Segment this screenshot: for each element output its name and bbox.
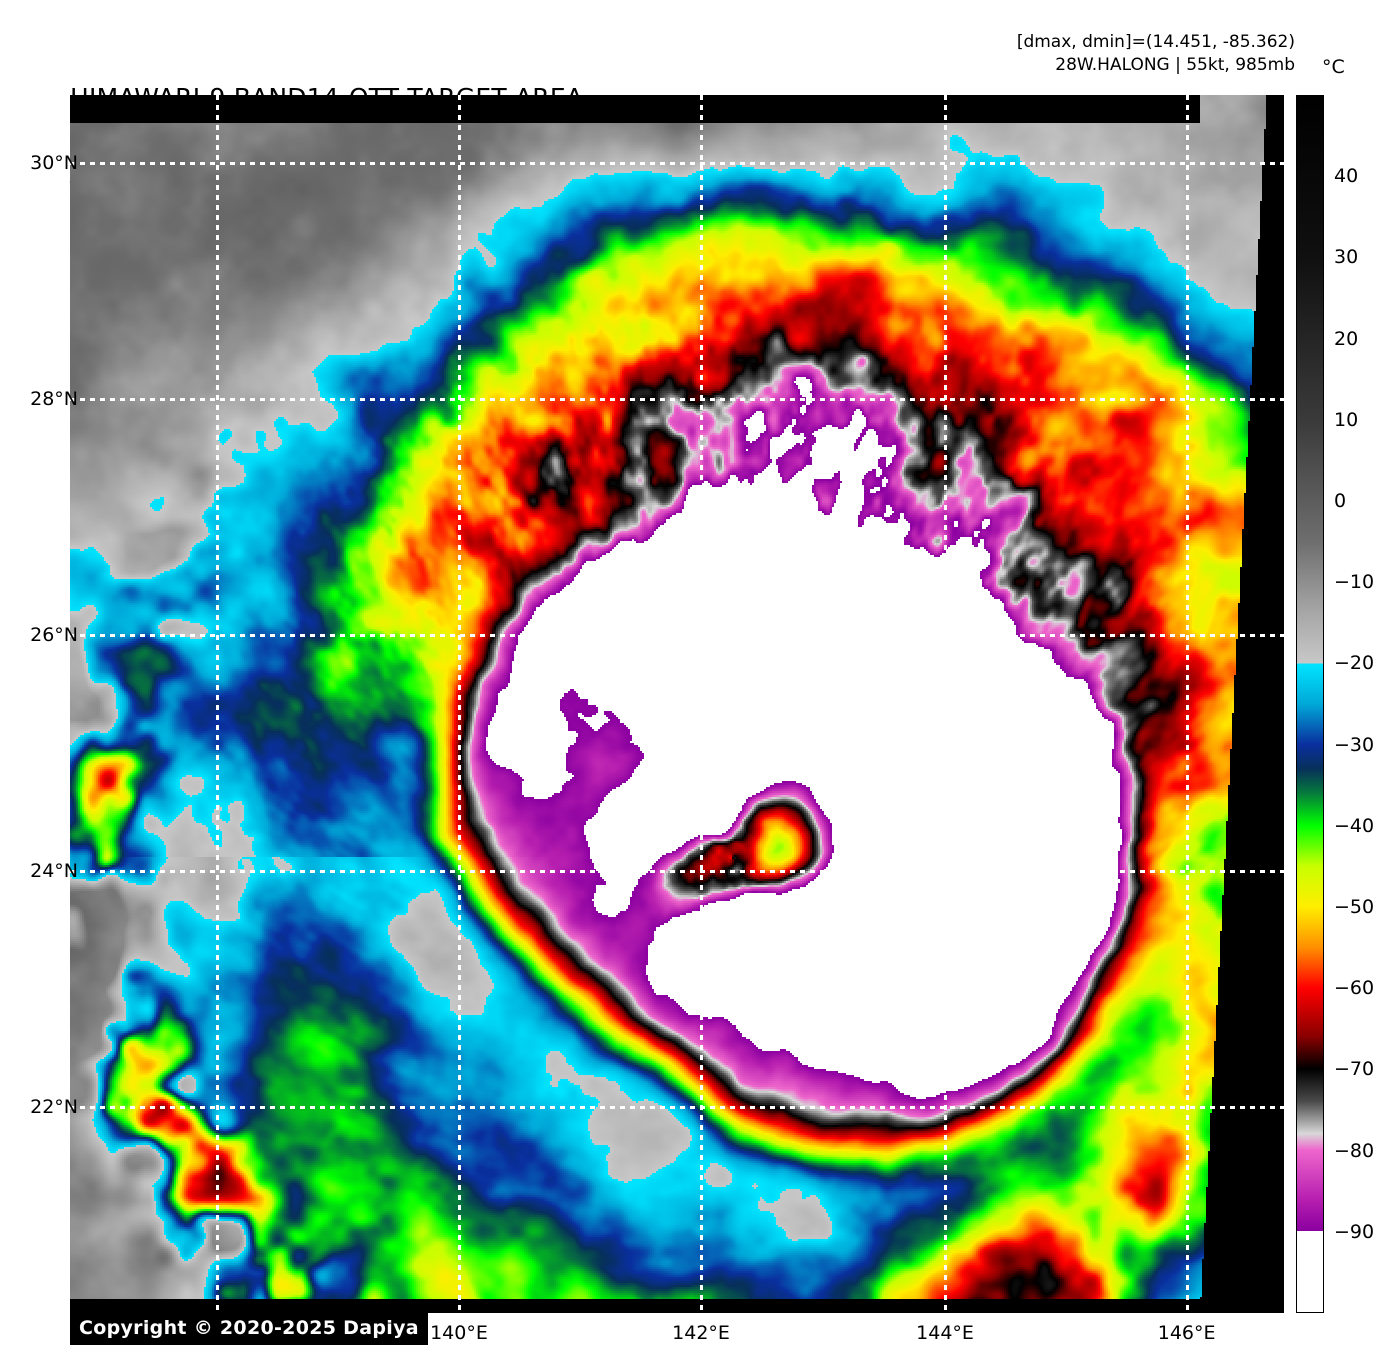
colorbar[interactable] bbox=[1296, 95, 1324, 1313]
x-axis-tick-146: 146°E bbox=[1157, 1322, 1216, 1344]
colorbar-tick--50: −50 bbox=[1334, 896, 1375, 918]
colorbar-tick--10: −10 bbox=[1334, 571, 1375, 594]
y-axis-tick-30: 30°N bbox=[30, 151, 78, 174]
colorbar-tick--70: −70 bbox=[1334, 1058, 1375, 1081]
colorbar-tick-0: 0 bbox=[1334, 490, 1347, 512]
colorbar-tick-20: 20 bbox=[1334, 327, 1359, 350]
storm-intensity-readout: 28W.HALONG | 55kt, 985mb bbox=[1055, 55, 1295, 75]
colorbar-tick--90: −90 bbox=[1334, 1220, 1375, 1243]
colorbar-tick--40: −40 bbox=[1334, 814, 1375, 837]
copyright-badge: Copyright © 2020-2025 Dapiya bbox=[70, 1312, 428, 1345]
y-axis-tick-26: 26°N bbox=[30, 624, 78, 647]
metadata-block: [dmax, dmin]=(14.451, -85.362) 28W.HALON… bbox=[1017, 31, 1295, 77]
dmax-dmin-readout: [dmax, dmin]=(14.451, -85.362) bbox=[1016, 32, 1295, 52]
colorbar-tick--60: −60 bbox=[1334, 977, 1375, 1000]
x-axis-tick-140: 140°E bbox=[430, 1322, 488, 1344]
y-axis-tick-24: 24°N bbox=[30, 859, 78, 882]
satellite-image-panel[interactable] bbox=[70, 95, 1284, 1313]
x-axis-tick-142: 142°E bbox=[672, 1322, 730, 1344]
colorbar-tick--30: −30 bbox=[1334, 733, 1375, 756]
y-axis-tick-28: 28°N bbox=[30, 388, 78, 410]
colorbar-tick-10: 10 bbox=[1334, 408, 1359, 431]
colorbar-tick--80: −80 bbox=[1334, 1139, 1375, 1162]
colorbar-unit-label: °C bbox=[1322, 56, 1345, 78]
colorbar-tick-30: 30 bbox=[1334, 246, 1359, 269]
colorbar-gradient bbox=[1297, 96, 1323, 1312]
x-axis-tick-144: 144°E bbox=[916, 1322, 974, 1344]
satellite-infrared-image bbox=[70, 95, 1284, 1313]
colorbar-tick-40: 40 bbox=[1334, 165, 1359, 188]
y-axis-tick-22: 22°N bbox=[30, 1096, 78, 1119]
colorbar-tick--20: −20 bbox=[1334, 652, 1375, 675]
